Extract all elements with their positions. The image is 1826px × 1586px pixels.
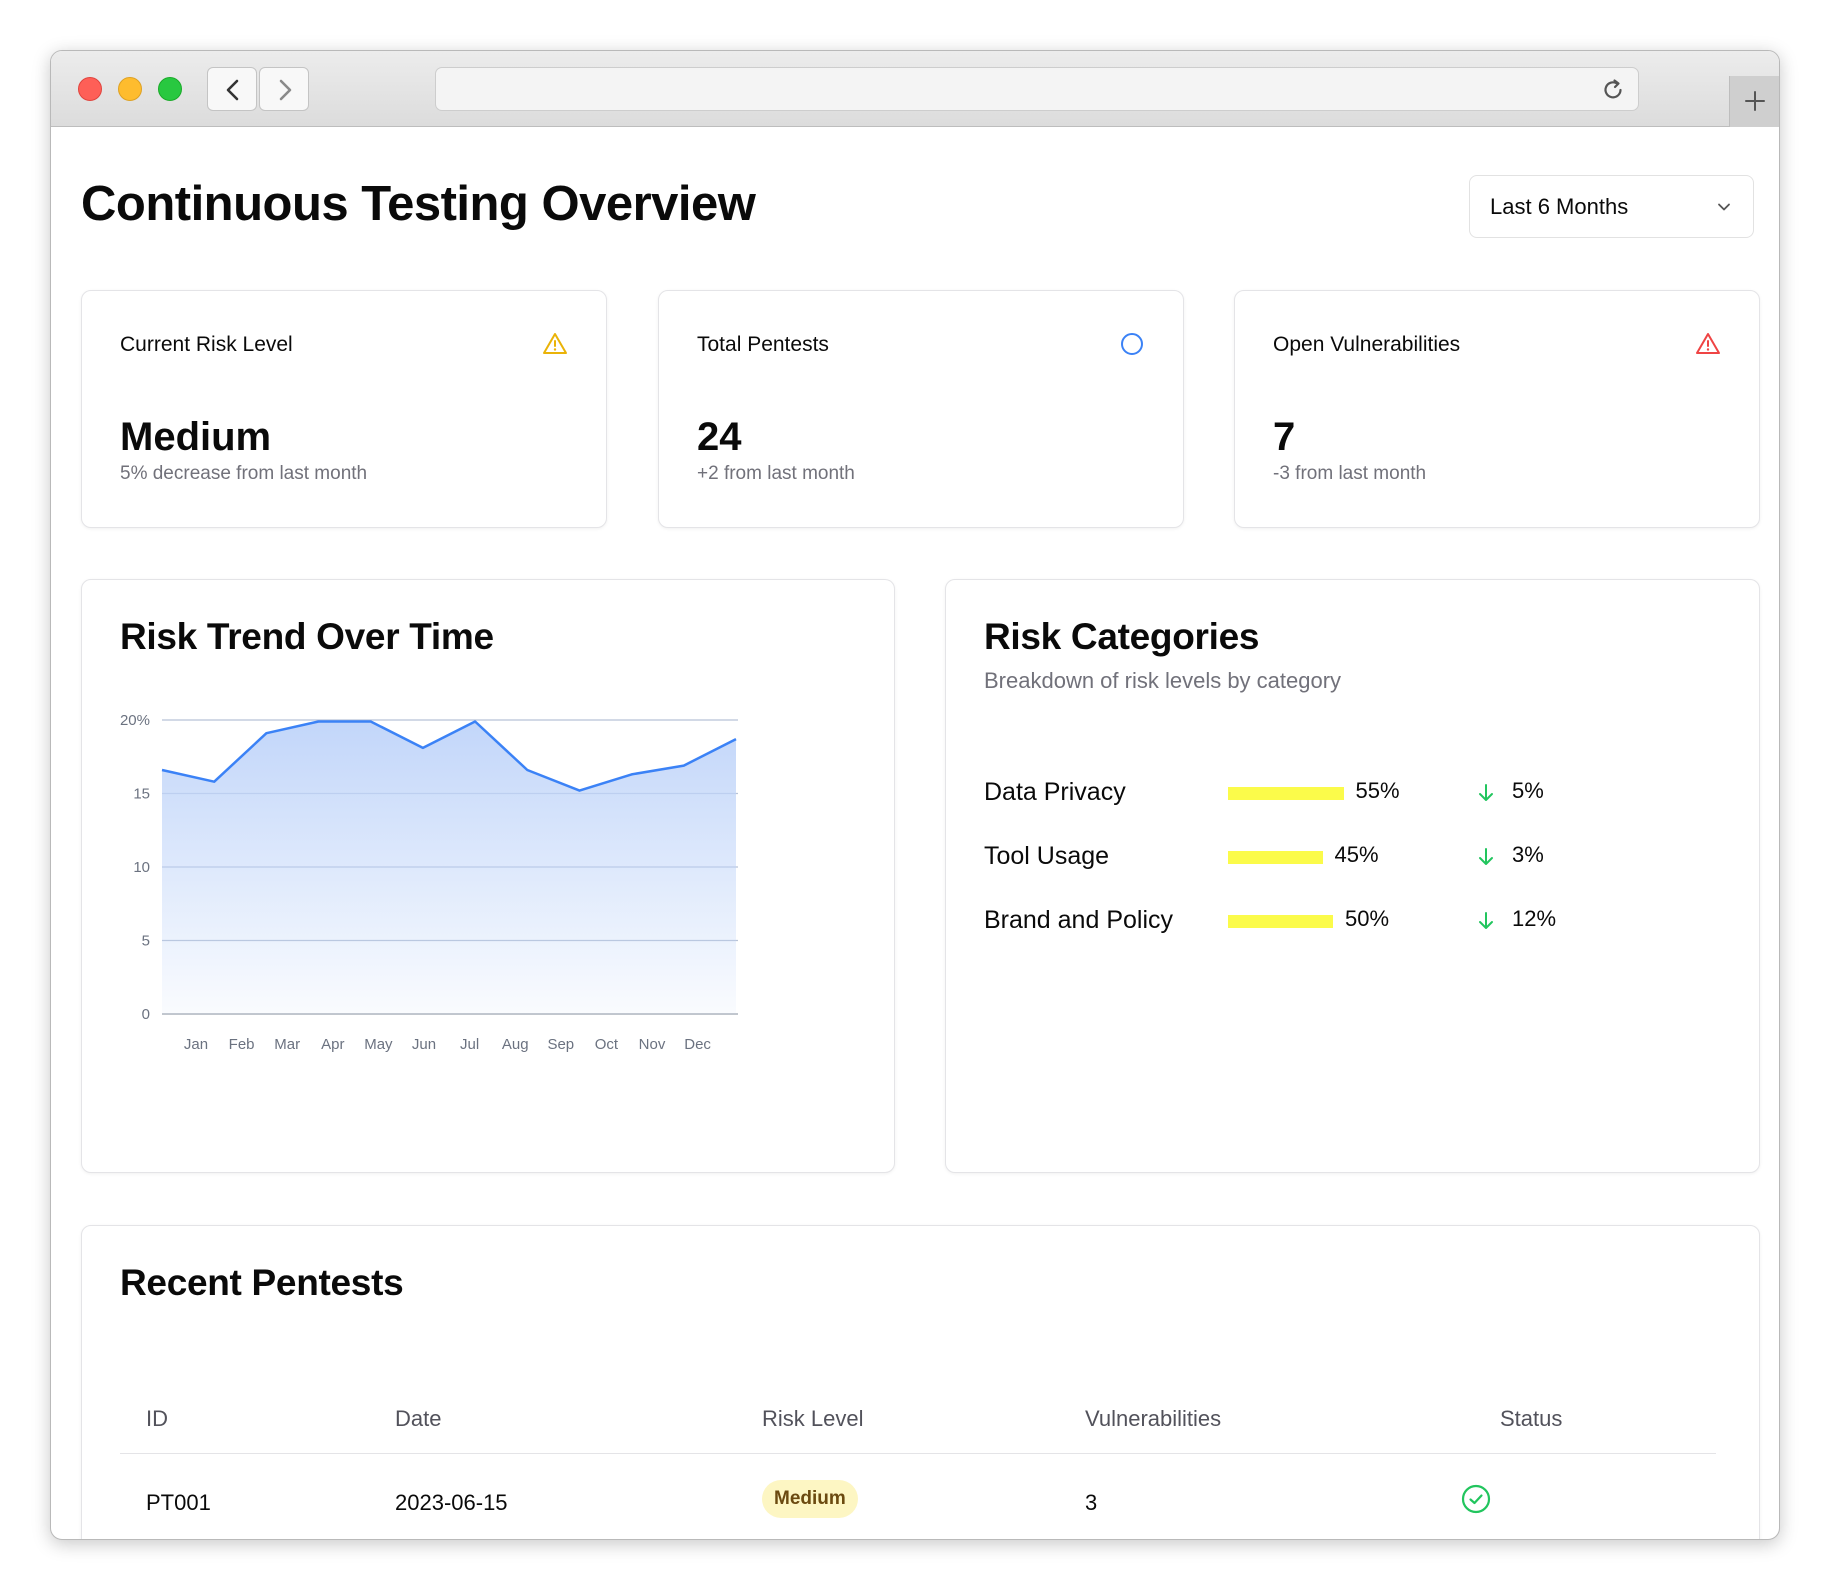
circle-icon bbox=[1121, 333, 1143, 355]
chevron-left-icon bbox=[226, 79, 239, 101]
category-name: Brand and Policy bbox=[984, 906, 1174, 934]
alert-triangle-icon bbox=[1696, 333, 1720, 354]
column-header-risk-level[interactable]: Risk Level bbox=[762, 1406, 864, 1431]
category-bar bbox=[1228, 915, 1333, 928]
x-tick-label: Mar bbox=[274, 1036, 300, 1053]
category-change: 12% bbox=[1512, 906, 1557, 931]
x-tick-label: Sep bbox=[547, 1036, 574, 1053]
column-header-id[interactable]: ID bbox=[146, 1406, 168, 1431]
category-row-brand-and-policy: Brand and Policy 50% 12% bbox=[984, 904, 1604, 938]
x-tick-label: May bbox=[364, 1036, 393, 1053]
period-select[interactable]: Last 6 Months bbox=[1469, 175, 1754, 238]
y-tick-label: 5 bbox=[142, 933, 150, 950]
category-bar bbox=[1228, 787, 1344, 800]
stat-label: Total Pentests bbox=[697, 333, 829, 356]
close-window-button[interactable] bbox=[78, 77, 102, 101]
stat-change-text: +2 from last month bbox=[697, 463, 855, 484]
back-button[interactable] bbox=[207, 67, 257, 111]
category-change: 3% bbox=[1512, 842, 1544, 867]
risk-trend-chart: 0 5 10 15 20% Jan Feb Mar Apr May Jun Jul Aug Sep Oct… bbox=[120, 712, 738, 1053]
x-tick-label: Dec bbox=[684, 1036, 711, 1053]
cell-date: 2023-06-15 bbox=[395, 1490, 508, 1515]
category-percent: 50% bbox=[1345, 906, 1390, 931]
risk-trend-line bbox=[161, 720, 737, 792]
arrow-down-icon bbox=[1479, 784, 1493, 801]
x-tick-label: Jan bbox=[184, 1036, 208, 1053]
browser-window: Continuous Testing Overview Last 6 Month… bbox=[50, 50, 1780, 1540]
category-percent: 55% bbox=[1355, 778, 1400, 803]
check-circle-icon bbox=[1461, 1484, 1491, 1514]
stat-card-open-vulnerabilities: Open Vulnerabilities 7 -3 from last mont… bbox=[1234, 290, 1760, 528]
column-header-date[interactable]: Date bbox=[395, 1406, 442, 1431]
stat-value: Medium bbox=[120, 415, 272, 459]
arrow-down-icon bbox=[1479, 848, 1493, 865]
arrow-down-icon bbox=[1479, 912, 1493, 929]
risk-level-badge: Medium bbox=[762, 1480, 858, 1518]
category-percent: 45% bbox=[1334, 842, 1379, 867]
stat-card-risk-level: Current Risk Level Medium 5% decrease fr… bbox=[81, 290, 607, 528]
risk-categories-card: Risk Categories Breakdown of risk levels… bbox=[945, 579, 1760, 1173]
stat-card-total-pentests: Total Pentests 24 +2 from last month bbox=[658, 290, 1184, 528]
browser-titlebar bbox=[51, 51, 1779, 127]
y-tick-label: 15 bbox=[133, 786, 150, 803]
reload-icon[interactable] bbox=[1600, 77, 1626, 103]
minimize-window-button[interactable] bbox=[118, 77, 142, 101]
x-tick-label: Aug bbox=[502, 1036, 529, 1053]
x-tick-label: Jun bbox=[412, 1036, 436, 1053]
y-tick-label: 20% bbox=[120, 712, 150, 729]
category-row-data-privacy: Data Privacy 55% 5% bbox=[984, 776, 1604, 810]
column-header-vulnerabilities[interactable]: Vulnerabilities bbox=[1085, 1406, 1222, 1431]
forward-button[interactable] bbox=[259, 67, 309, 111]
category-name: Data Privacy bbox=[984, 778, 1126, 806]
stat-label: Open Vulnerabilities bbox=[1273, 333, 1461, 356]
category-bar bbox=[1228, 851, 1323, 864]
stat-value: 24 bbox=[697, 415, 742, 459]
chevron-down-icon bbox=[1718, 203, 1730, 211]
column-header-status[interactable]: Status bbox=[1500, 1406, 1563, 1431]
category-row-tool-usage: Tool Usage 45% 3% bbox=[984, 840, 1604, 874]
stat-label: Current Risk Level bbox=[120, 333, 293, 356]
risk-categories-subtitle: Breakdown of risk levels by category bbox=[984, 668, 1342, 693]
risk-trend-title: Risk Trend Over Time bbox=[120, 616, 494, 657]
stat-value: 7 bbox=[1273, 415, 1296, 459]
y-tick-label: 0 bbox=[142, 1006, 150, 1023]
x-tick-label: Jul bbox=[460, 1036, 479, 1053]
cell-id: PT001 bbox=[146, 1490, 211, 1515]
address-bar[interactable] bbox=[435, 67, 1639, 111]
x-tick-label: Apr bbox=[321, 1036, 344, 1053]
page-content: Continuous Testing Overview Last 6 Month… bbox=[51, 128, 1779, 1539]
recent-pentests-title: Recent Pentests bbox=[120, 1262, 404, 1303]
warning-triangle-icon bbox=[543, 333, 567, 354]
recent-pentests-card: Recent Pentests ID Date Risk Level Vulne… bbox=[81, 1225, 1760, 1539]
chevron-right-icon bbox=[279, 79, 292, 101]
risk-trend-card: Risk Trend Over Time 0 5 10 15 20% Jan Feb Mar… bbox=[81, 579, 895, 1173]
stat-change-text: 5% decrease from last month bbox=[120, 463, 368, 484]
category-name: Tool Usage bbox=[984, 842, 1110, 870]
table-header-divider bbox=[120, 1453, 1716, 1454]
zoom-window-button[interactable] bbox=[158, 77, 182, 101]
x-tick-label: Feb bbox=[229, 1036, 255, 1053]
page-title: Continuous Testing Overview bbox=[81, 177, 756, 231]
y-tick-label: 10 bbox=[133, 859, 150, 876]
risk-trend-area bbox=[162, 721, 736, 1014]
period-select-value: Last 6 Months bbox=[1490, 193, 1629, 219]
x-tick-label: Oct bbox=[595, 1036, 619, 1053]
risk-categories-title: Risk Categories bbox=[984, 616, 1260, 657]
category-change: 5% bbox=[1512, 778, 1544, 803]
new-tab-button[interactable] bbox=[1729, 76, 1779, 127]
stat-change-text: -3 from last month bbox=[1273, 463, 1427, 484]
plus-icon bbox=[1745, 91, 1765, 111]
cell-vulnerabilities: 3 bbox=[1085, 1490, 1098, 1515]
x-tick-label: Nov bbox=[639, 1036, 666, 1053]
